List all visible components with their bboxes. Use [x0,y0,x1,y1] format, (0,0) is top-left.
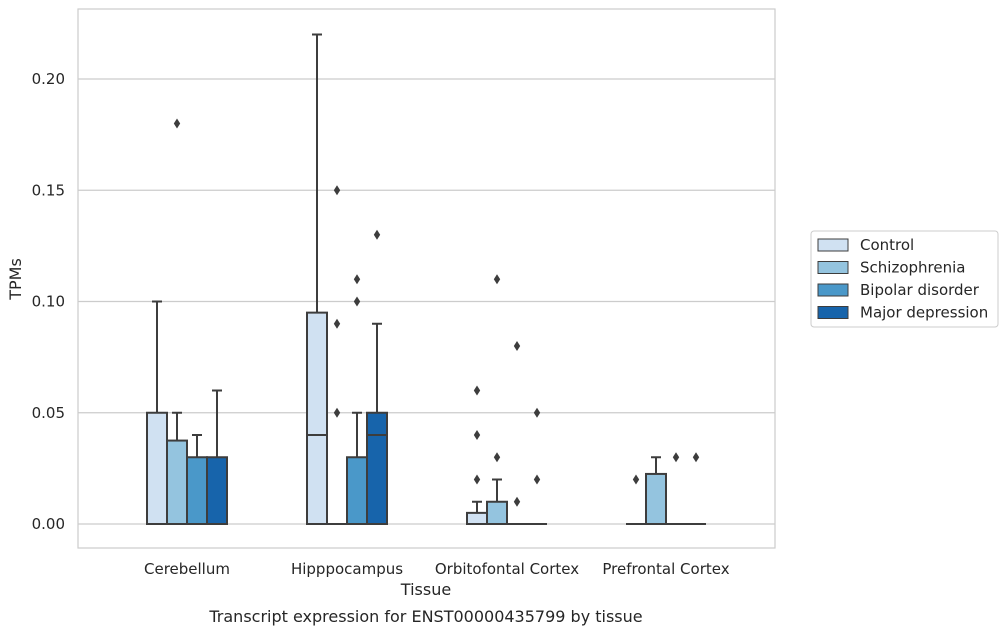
y-tick-label: 0.10 [32,293,65,311]
box-bipolar-disorder [507,341,527,525]
outlier-point [493,452,501,463]
outlier-point [692,452,700,463]
outlier-point [533,407,541,418]
x-tick-label: Orbitofontal Cortex [435,560,579,578]
legend-swatch [817,261,849,274]
box-bipolar-disorder [186,434,208,525]
box-iqr [645,472,667,525]
outlier-point [473,474,481,485]
y-tick-label: 0.00 [32,515,65,533]
boxes [146,33,706,525]
box-major-depression [206,389,228,525]
box-bipolar-disorder [346,274,368,525]
box-bipolar-disorder [666,452,686,525]
legend-swatch [817,283,849,297]
outlier-point [473,385,481,396]
plot-area-frame [77,8,776,549]
outlier-point [353,296,361,307]
outlier-point [333,185,341,196]
outlier-point [493,274,501,285]
x-axis-label: Tissue [400,580,451,599]
x-axis-ticks: Cerebellum Hipppocampus Orbitofontal Corte… [144,560,730,578]
box-iqr [186,456,208,525]
box-control [626,474,646,525]
legend-label: Major depression [860,304,988,322]
legend-swatch [817,306,849,319]
legend-label: Control [860,236,914,254]
box-iqr [146,411,168,525]
y-tick-label: 0.20 [32,70,65,88]
chart-caption: Transcript expression for ENST0000043579… [208,607,642,626]
box-iqr [306,311,328,525]
box-iqr [366,411,388,525]
box-major-depression [527,407,547,525]
x-tick-label: Hipppocampus [291,560,403,578]
y-tick-label: 0.15 [32,181,65,199]
box-schizophrenia [327,185,347,525]
outlier-point [533,474,541,485]
outlier-point [473,430,481,440]
box-control [306,33,328,525]
box-schizophrenia [645,456,667,525]
outlier-point [173,118,181,129]
outlier-point [513,496,521,507]
legend-label: Bipolar disorder [860,281,980,299]
legend: Control Schizophrenia Bipolar disorder Majo… [810,230,999,328]
x-tick-label: Prefrontal Cortex [602,560,729,578]
outlier-point [373,229,381,240]
outlier-point [333,318,341,329]
legend-label: Schizophrenia [860,259,965,277]
outlier-point [513,341,521,351]
box-iqr [206,456,228,525]
box-iqr [486,500,508,525]
box-iqr [346,456,368,525]
outlier-point [632,474,640,485]
outlier-point [353,274,361,285]
x-tick-label: Cerebellum [144,560,230,578]
box-major-depression [686,452,706,525]
legend-frame [810,230,999,328]
box-schizophrenia [486,274,508,525]
box-control [146,300,168,525]
box-iqr [166,439,188,525]
y-axis-label: TPMs [6,258,25,301]
outlier-point [333,407,341,418]
y-tick-label: 0.05 [32,404,65,422]
box-iqr [466,511,488,525]
y-axis-ticks: 0.00 0.05 0.10 0.15 0.20 [32,70,65,533]
legend-swatch [817,238,849,252]
box-control [466,385,488,525]
box-major-depression [366,229,388,525]
box-schizophrenia [166,118,188,525]
outlier-point [672,452,680,463]
